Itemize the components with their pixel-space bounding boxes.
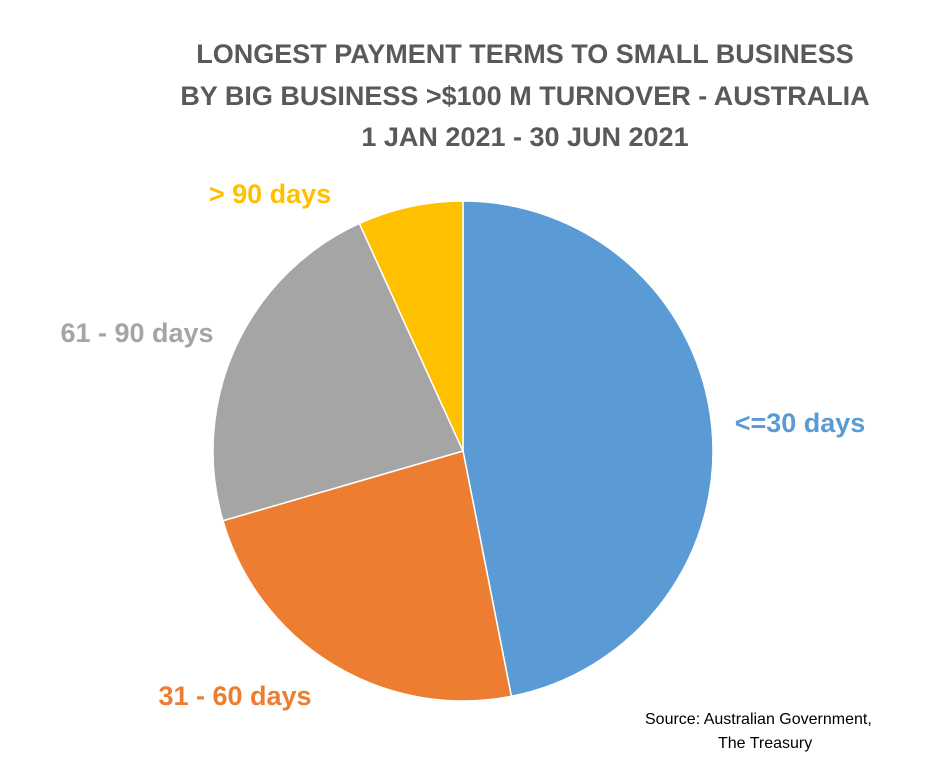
slice-label: 61 - 90 days [60,318,213,348]
pie-slice [358,200,464,452]
slice-label: 31 - 60 days [158,681,311,711]
pie-slice [212,222,465,522]
chart-title: BY BIG BUSINESS >$100 M TURNOVER - AUSTR… [180,81,869,111]
chart-title: 1 JAN 2021 - 30 JUN 2021 [361,122,688,152]
source-note: The Treasury [718,735,812,752]
pie-slice [221,450,513,702]
source-note: Source: Australian Government, [645,711,872,728]
slice-label: <=30 days [735,408,866,438]
chart-title: LONGEST PAYMENT TERMS TO SMALL BUSINESS [196,39,854,69]
pie-slice [462,200,714,698]
slice-label: > 90 days [209,179,331,209]
